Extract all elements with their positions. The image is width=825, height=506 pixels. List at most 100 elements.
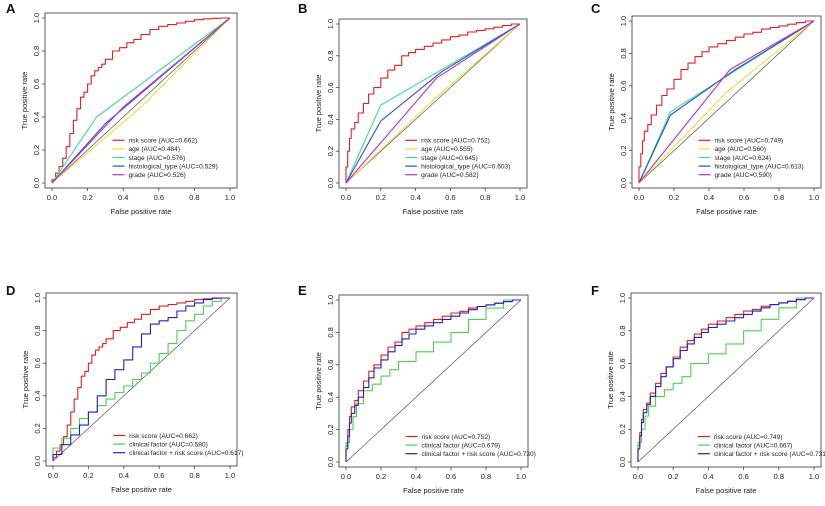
y-tick-label: 0.0 — [619, 178, 628, 188]
y-tick-label: 0.6 — [326, 360, 335, 370]
diagonal-reference-line — [637, 297, 815, 463]
x-tick-label: 0.4 — [704, 193, 714, 202]
legend-entry: stage (AUC=0.624) — [715, 155, 772, 162]
x-tick-label: 0.4 — [410, 193, 420, 202]
plot-frame — [630, 292, 822, 468]
y-axis-title: True positive rate — [314, 75, 323, 133]
panel-letter: A — [6, 1, 16, 16]
y-tick-label: 0.4 — [618, 391, 627, 401]
legend-entry: risk score (AUC=0.749) — [715, 138, 784, 145]
x-tick-label: 0.0 — [48, 471, 58, 480]
plot-frame — [44, 12, 238, 189]
x-tick-label: 0.6 — [154, 471, 164, 480]
plot-frame — [338, 18, 528, 189]
x-tick-label: 1.0 — [809, 193, 819, 202]
x-tick-label: 0.2 — [376, 472, 386, 481]
y-tick-label: 0.2 — [33, 423, 42, 433]
x-tick-label: 0.4 — [118, 193, 128, 202]
y-tick-label: 0.4 — [32, 112, 41, 122]
roc-series-line-3 — [345, 299, 521, 462]
y-axis-title: True positive rate — [314, 352, 323, 410]
x-tick-label: 0.6 — [738, 472, 748, 481]
y-tick-label: 0.8 — [326, 51, 335, 61]
x-tick-label: 0.8 — [480, 193, 490, 202]
roc-series-line-3 — [637, 297, 814, 462]
y-axis-title: True positive rate — [606, 351, 615, 409]
y-tick-label: 1.0 — [326, 19, 335, 29]
y-tick-label: 0.8 — [619, 48, 628, 58]
panel-letter: B — [298, 1, 307, 16]
roc-series-line-5 — [345, 23, 521, 184]
x-tick-label: 0.6 — [739, 193, 749, 202]
x-axis-title: False positive rate — [111, 485, 172, 494]
y-tick-label: 0.6 — [32, 79, 41, 89]
y-axis-title: True positive rate — [607, 73, 616, 131]
x-tick-label: 0.2 — [376, 193, 386, 202]
legend-entry: grade (AUC=0.590) — [715, 172, 772, 179]
x-axis-title: False positive rate — [403, 486, 464, 495]
y-axis-title: True positive rate — [21, 351, 30, 409]
y-tick-label: 0.4 — [33, 391, 42, 401]
legend-entry: risk score (AUC=0.752) — [422, 434, 491, 441]
panel-letter: F — [591, 283, 599, 298]
panel-c: C 0.0 0.0 0.2 0.2 0.4 0.4 0.6 0.6 0.8 0.8 1.0 1.0 Fal… — [591, 1, 822, 216]
roc-series-line-4 — [638, 20, 815, 184]
y-tick-label: 0.0 — [32, 178, 41, 188]
y-tick-label: 0.4 — [619, 113, 628, 123]
legend-entry: histological_type (AUC=0.613) — [715, 163, 804, 170]
roc-series-line-5 — [638, 20, 815, 184]
roc-series-line-2 — [638, 20, 815, 184]
y-tick-label: 0.6 — [619, 81, 628, 91]
legend-entry: age (AUC=0.484) — [129, 146, 181, 153]
roc-series-line-2 — [345, 23, 521, 184]
y-tick-label: 0.2 — [618, 424, 627, 434]
legend-entry: clinical factor (AUC=0.580) — [129, 441, 208, 448]
y-tick-label: 0.8 — [618, 326, 627, 336]
diagonal-reference-line — [638, 20, 815, 184]
x-tick-label: 0.2 — [83, 471, 93, 480]
roc-series-line-1 — [51, 17, 230, 183]
x-tick-label: 0.6 — [445, 193, 455, 202]
legend-entry: clinical factor (AUC=0.667) — [714, 442, 793, 449]
y-tick-label: 0.8 — [32, 46, 41, 56]
legend-entry: age (AUC=0.560) — [715, 146, 767, 153]
x-tick-label: 1.0 — [225, 193, 235, 202]
x-tick-label: 0.8 — [774, 472, 784, 481]
y-tick-label: 1.0 — [33, 293, 42, 303]
legend-entry: grade (AUC=0.526) — [129, 172, 186, 179]
x-tick-label: 0.8 — [189, 471, 199, 480]
y-tick-label: 0.0 — [33, 456, 42, 466]
roc-series-line-3 — [51, 17, 231, 184]
x-tick-label: 1.0 — [809, 472, 819, 481]
y-tick-label: 0.0 — [618, 457, 627, 467]
y-tick-label: 0.6 — [33, 358, 42, 368]
x-tick-label: 0.8 — [481, 472, 491, 481]
diagonal-reference-line — [51, 17, 231, 184]
y-tick-label: 1.0 — [619, 16, 628, 26]
roc-series-line-1 — [638, 20, 814, 183]
legend-entry: grade (AUC=0.582) — [421, 172, 478, 179]
legend-entry: risk score (AUC=0.752) — [421, 138, 490, 145]
x-axis-title: False positive rate — [403, 207, 464, 216]
legend-entry: clinical factor + risk score (AUC=0.731) — [714, 451, 825, 458]
x-tick-label: 0.0 — [341, 193, 351, 202]
legend-entry: clinical factor (AUC=0.679) — [422, 442, 501, 449]
x-tick-label: 0.4 — [703, 472, 713, 481]
y-tick-label: 0.8 — [33, 325, 42, 335]
x-axis-title: False positive rate — [696, 486, 757, 495]
y-tick-label: 0.2 — [326, 424, 335, 434]
plot-frame — [631, 15, 822, 189]
y-axis-title: True positive rate — [20, 72, 29, 130]
roc-series-line-4 — [345, 23, 521, 184]
legend-entry: stage (AUC=0.645) — [421, 155, 478, 162]
panel-letter: E — [298, 283, 307, 298]
y-tick-label: 0.0 — [326, 457, 335, 467]
x-tick-label: 0.0 — [47, 193, 57, 202]
legend-entry: stage (AUC=0.576) — [129, 155, 186, 162]
panel-a: A 0.0 0.0 0.2 0.2 0.4 0.4 0.6 0.6 0.8 0.8 1.0 1.0 Fal… — [6, 1, 238, 216]
x-tick-label: 1.0 — [516, 472, 526, 481]
panel-letter: D — [6, 283, 15, 298]
roc-series-line-2 — [637, 297, 814, 462]
plot-frame — [338, 294, 529, 468]
legend-entry: risk score (AUC=0.662) — [129, 138, 198, 145]
